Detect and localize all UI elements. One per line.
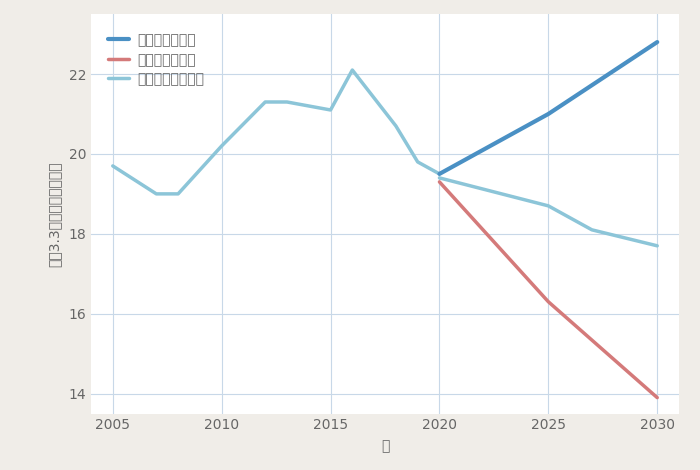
ノーマルシナリオ [544, 203, 552, 209]
バッドシナリオ [435, 179, 444, 185]
グッドシナリオ [435, 171, 444, 177]
Line: バッドシナリオ: バッドシナリオ [440, 182, 657, 398]
Y-axis label: 坪（3.3㎡）単価（万円）: 坪（3.3㎡）単価（万円） [48, 161, 62, 266]
グッドシナリオ [653, 39, 662, 45]
ノーマルシナリオ [588, 227, 596, 233]
Line: ノーマルシナリオ: ノーマルシナリオ [440, 178, 657, 246]
Legend: グッドシナリオ, バッドシナリオ, ノーマルシナリオ: グッドシナリオ, バッドシナリオ, ノーマルシナリオ [104, 29, 209, 91]
Line: グッドシナリオ: グッドシナリオ [440, 42, 657, 174]
バッドシナリオ [544, 299, 552, 305]
ノーマルシナリオ [435, 175, 444, 181]
バッドシナリオ [653, 395, 662, 400]
グッドシナリオ [544, 111, 552, 117]
X-axis label: 年: 年 [381, 439, 389, 454]
ノーマルシナリオ [653, 243, 662, 249]
